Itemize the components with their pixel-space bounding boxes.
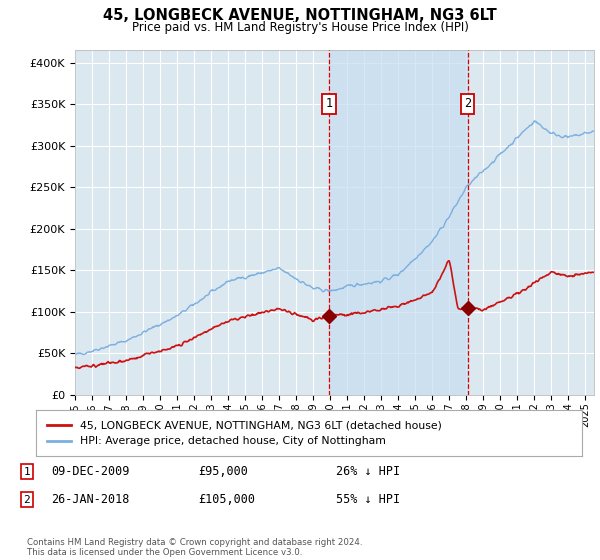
- Legend: 45, LONGBECK AVENUE, NOTTINGHAM, NG3 6LT (detached house), HPI: Average price, d: 45, LONGBECK AVENUE, NOTTINGHAM, NG3 6LT…: [44, 417, 445, 450]
- Text: Price paid vs. HM Land Registry's House Price Index (HPI): Price paid vs. HM Land Registry's House …: [131, 21, 469, 34]
- Text: 09-DEC-2009: 09-DEC-2009: [51, 465, 130, 478]
- Text: 26% ↓ HPI: 26% ↓ HPI: [336, 465, 400, 478]
- Text: 2: 2: [23, 494, 31, 505]
- Text: 1: 1: [326, 97, 333, 110]
- Text: Contains HM Land Registry data © Crown copyright and database right 2024.
This d: Contains HM Land Registry data © Crown c…: [27, 538, 362, 557]
- Text: 2: 2: [464, 97, 471, 110]
- Text: 1: 1: [23, 466, 31, 477]
- Bar: [329, 50, 467, 395]
- Text: 26-JAN-2018: 26-JAN-2018: [51, 493, 130, 506]
- Text: £105,000: £105,000: [198, 493, 255, 506]
- Text: 45, LONGBECK AVENUE, NOTTINGHAM, NG3 6LT: 45, LONGBECK AVENUE, NOTTINGHAM, NG3 6LT: [103, 8, 497, 24]
- Text: £95,000: £95,000: [198, 465, 248, 478]
- Text: 55% ↓ HPI: 55% ↓ HPI: [336, 493, 400, 506]
